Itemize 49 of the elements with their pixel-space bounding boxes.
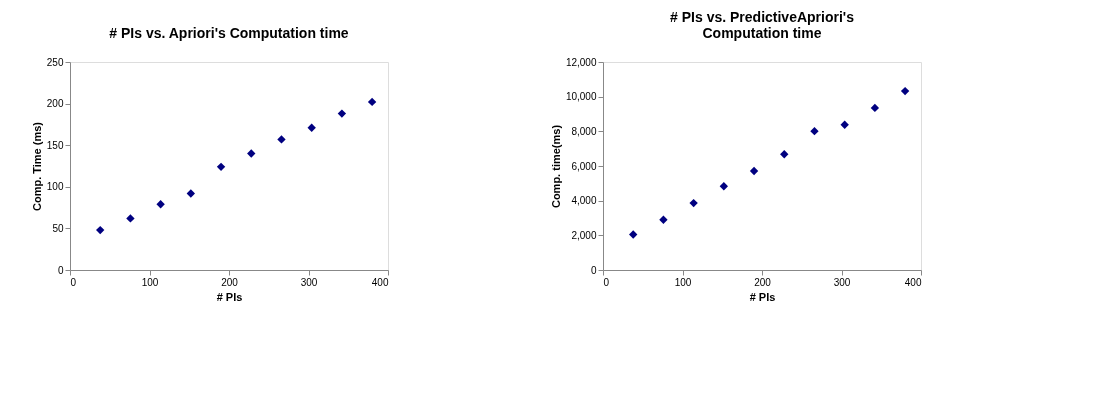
y-tick-label: 200: [46, 98, 64, 110]
point: [337, 109, 347, 118]
point: [629, 230, 638, 239]
y-tick-label: 50: [52, 222, 64, 234]
y-tick-label: 12,000: [565, 56, 597, 68]
point: [659, 215, 668, 224]
x-tick-label: 400: [371, 276, 389, 288]
point: [689, 198, 698, 208]
x-axis-title: # PIs: [749, 290, 776, 303]
x-tick-label: 200: [221, 276, 239, 288]
y-tick-label: 6,000: [571, 160, 597, 172]
point: [126, 214, 135, 223]
y-tick-label: 100: [46, 181, 64, 193]
y-axis-title: Comp. Time (ms): [30, 121, 43, 212]
x-tick-label: 100: [141, 276, 159, 288]
chart-title: # PIs vs. Apriori's Computation time: [109, 25, 349, 41]
point: [780, 150, 789, 159]
x-tick-label: 300: [833, 276, 851, 288]
point: [216, 162, 226, 172]
point: [810, 126, 819, 136]
y-tick-label: 8,000: [571, 125, 597, 137]
point: [840, 120, 849, 129]
y-tick-label: 4,000: [571, 195, 597, 207]
point: [186, 189, 196, 198]
y-tick-label: 0: [57, 264, 64, 276]
point: [900, 86, 910, 96]
point: [277, 135, 286, 144]
x-tick-label: 200: [754, 276, 772, 288]
point: [367, 97, 377, 107]
x-tick-label: 100: [674, 276, 692, 288]
point: [870, 103, 880, 113]
y-tick-label: 150: [46, 139, 64, 151]
point: [247, 149, 256, 158]
x-axis-title: # PIs: [216, 290, 243, 303]
x-tick-label: 0: [603, 276, 610, 288]
point: [96, 225, 105, 235]
y-axis-title: Comp. time(ms): [549, 124, 562, 209]
point: [307, 123, 316, 132]
point: [156, 200, 165, 209]
point: [749, 166, 759, 176]
x-tick-label: 300: [300, 276, 318, 288]
y-tick-label: 10,000: [565, 91, 597, 103]
x-tick-label: 400: [904, 276, 922, 288]
y-tick-label: 250: [46, 56, 64, 68]
point: [719, 182, 729, 191]
y-tick-label: 2,000: [571, 229, 597, 241]
chart-title: # PIs vs. PredictiveApriori's Computation time: [670, 9, 855, 41]
y-tick-label: 0: [590, 264, 597, 276]
x-tick-label: 0: [70, 276, 77, 288]
